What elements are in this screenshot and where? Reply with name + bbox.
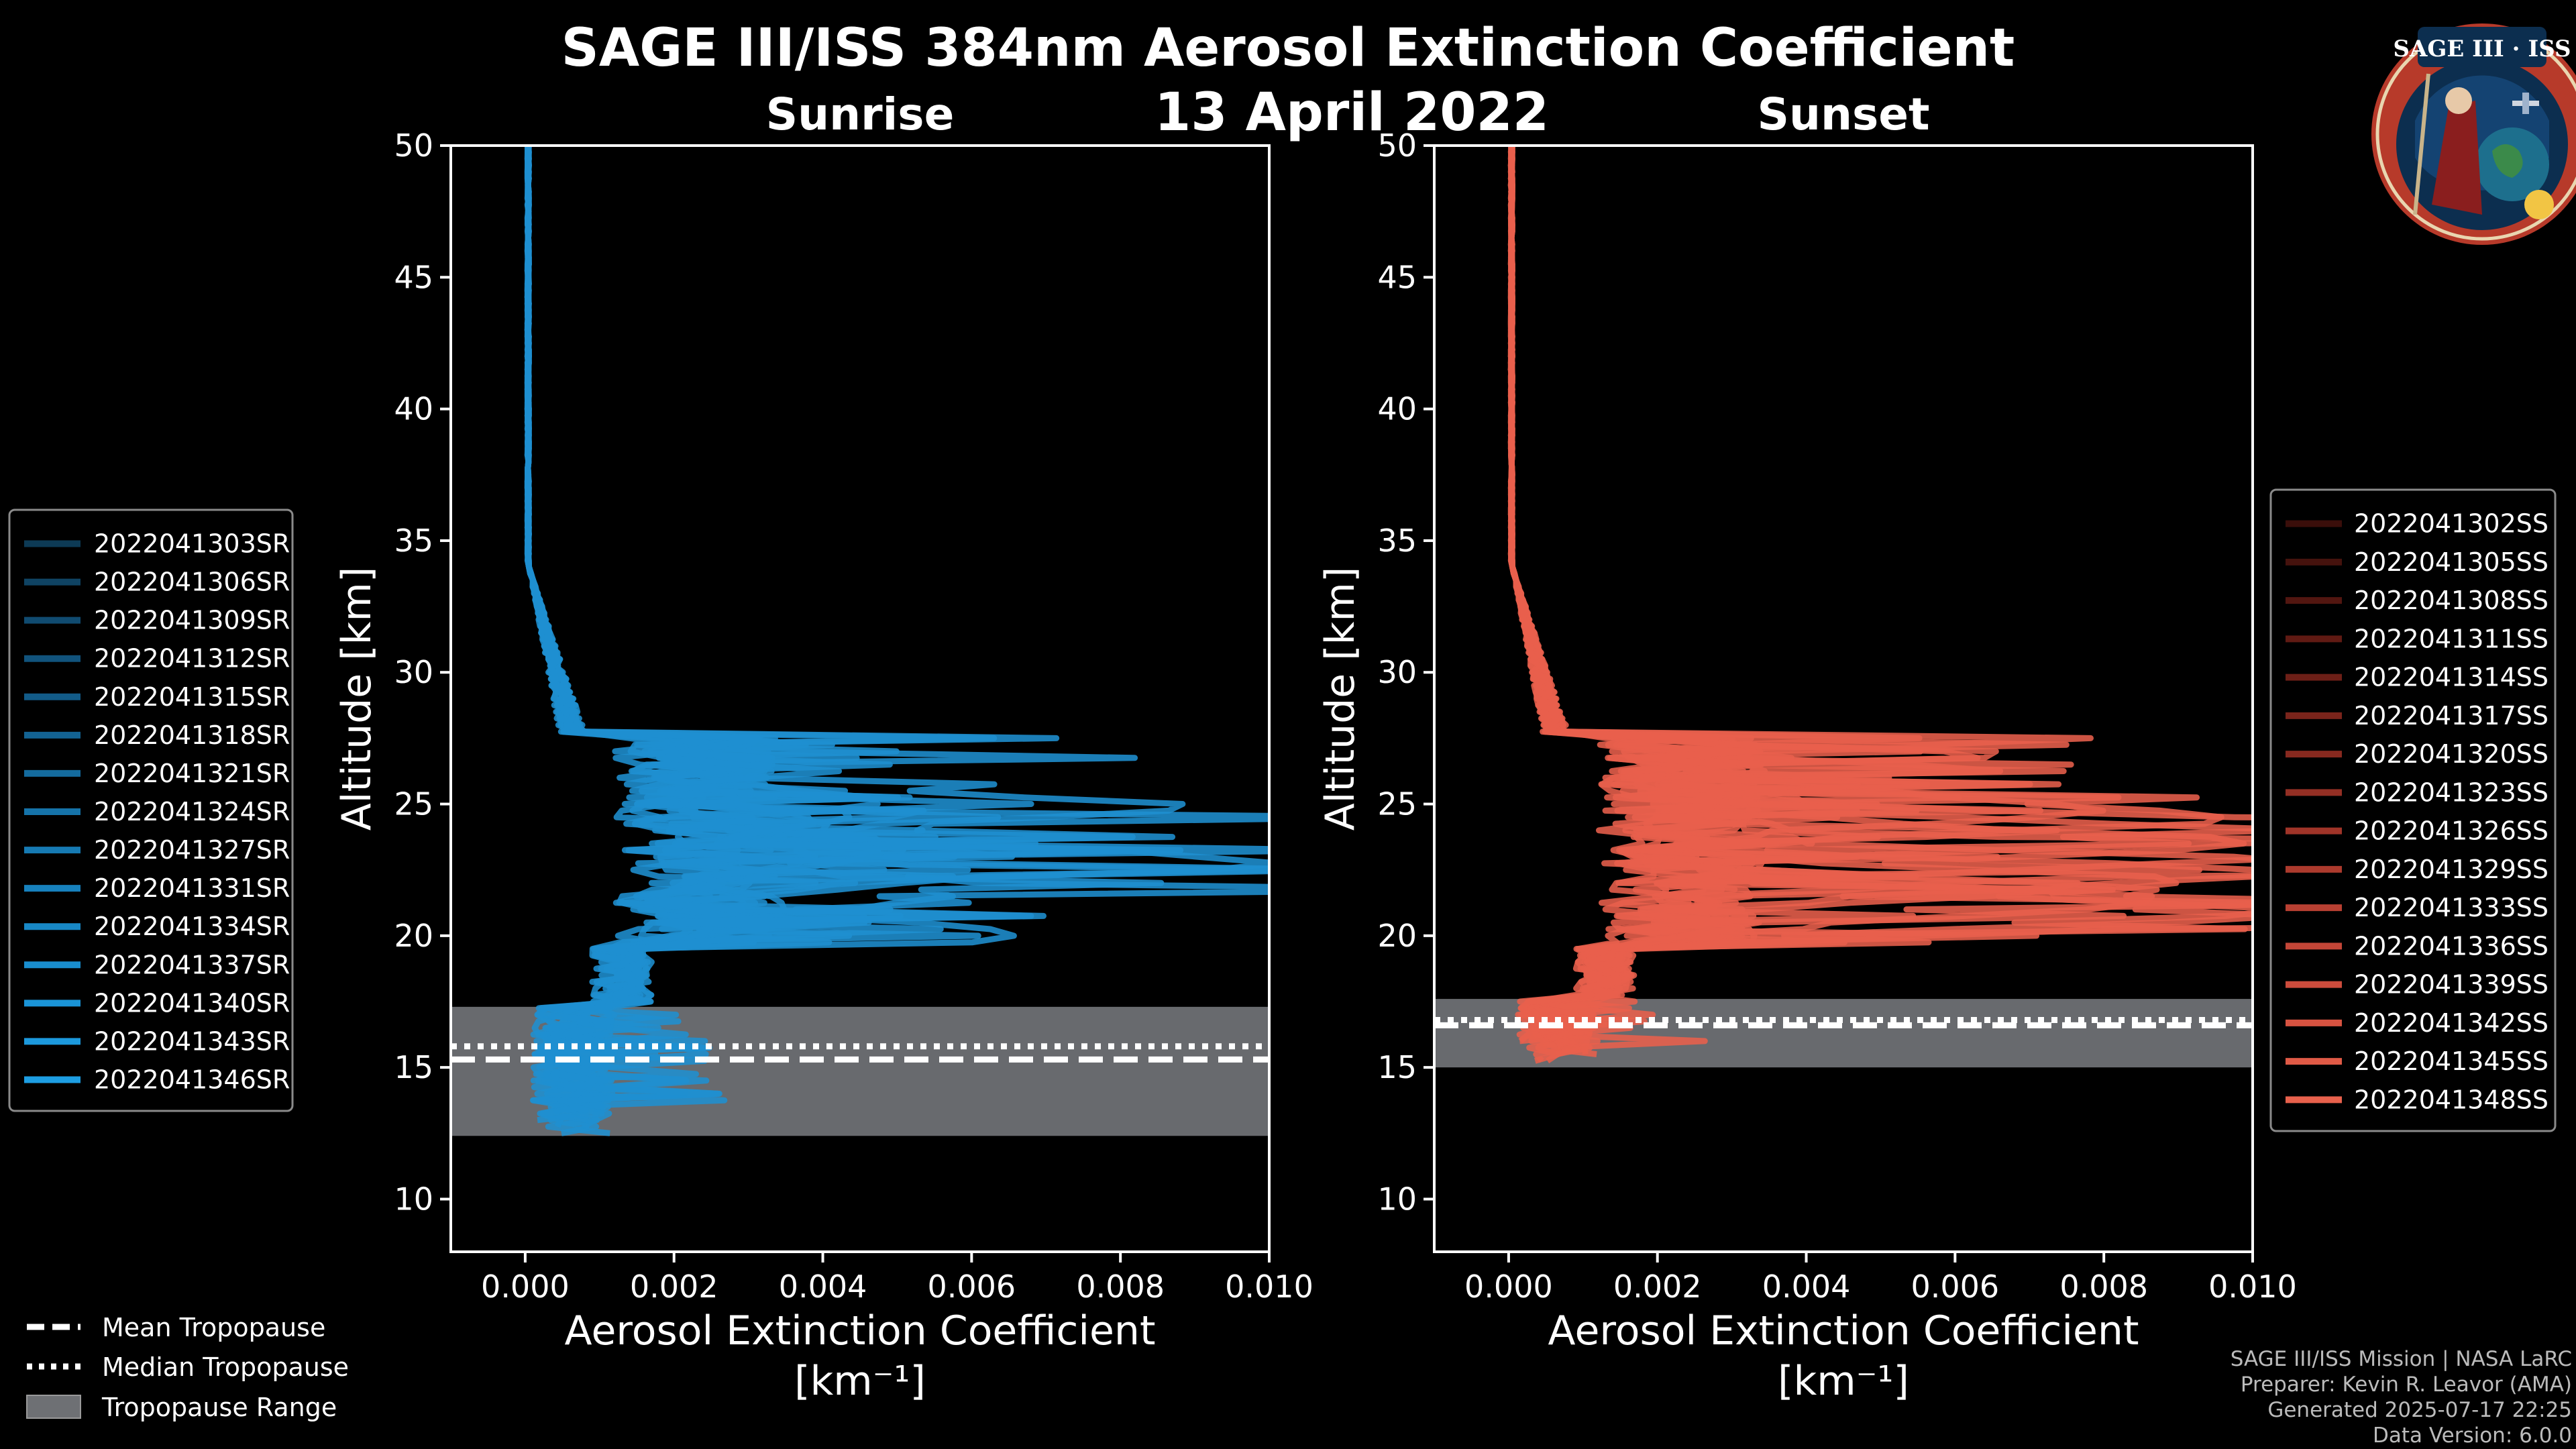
y-tick-label: 35 <box>394 523 433 559</box>
mean-tropopause-label: Mean Tropopause <box>102 1313 325 1342</box>
legend-entry: 2022041308SS <box>2354 586 2548 615</box>
y-tick-label: 20 <box>394 918 433 954</box>
logo-text: SAGE III · ISS <box>2393 36 2571 62</box>
tropopause-legend: Mean Tropopause Median Tropopause Tropop… <box>26 1313 349 1422</box>
figure-date: 13 April 2022 <box>1155 83 1549 143</box>
sun-icon <box>2524 190 2554 219</box>
x-tick-label: 0.004 <box>1762 1269 1851 1305</box>
x-tick-label: 0.010 <box>1225 1269 1313 1305</box>
x-tick-label: 0.010 <box>2208 1269 2297 1305</box>
x-tick-label: 0.008 <box>2059 1269 2148 1305</box>
legend-entry: 2022041340SR <box>94 988 290 1018</box>
x-axis-units: [km⁻¹] <box>1778 1358 1909 1405</box>
sunrise-panel: 0.000 0.002 0.004 0.006 0.008 0.010 10 15 20 25 30… <box>333 89 1313 1405</box>
credit-preparer: Preparer: Kevin R. Leavor (AMA) <box>2241 1373 2572 1397</box>
legend-entry: 2022041303SR <box>94 529 290 559</box>
y-tick-label: 25 <box>394 786 433 822</box>
legend-entry: 2022041312SR <box>94 644 290 674</box>
x-tick-label: 0.000 <box>481 1269 570 1305</box>
sunset-panel: 0.000 0.002 0.004 0.006 0.008 0.010 10 15 20 25 30… <box>1317 89 2297 1405</box>
legend-frame <box>2269 488 2557 1132</box>
tropopause-range-swatch <box>26 1395 81 1419</box>
sage-iii-iss-logo: SAGE III · ISS <box>2371 23 2576 245</box>
tropopause-range-label: Tropopause Range <box>101 1393 337 1422</box>
y-tick-label: 50 <box>1377 127 1417 164</box>
x-axis-label: Aerosol Extinction Coefficient <box>565 1307 1156 1354</box>
x-axis-label: Aerosol Extinction Coefficient <box>1548 1307 2139 1354</box>
x-tick-label: 0.006 <box>928 1269 1016 1305</box>
legend-entry: 2022041339SS <box>2354 970 2548 1000</box>
legend-entry: 2022041320SS <box>2354 739 2548 769</box>
legend-entry: 2022041327SR <box>94 835 290 865</box>
y-axis-label: Altitude [km] <box>1317 567 1364 831</box>
credit-data-version: Data Version: 6.0.0 <box>2373 1424 2572 1448</box>
y-tick-label: 45 <box>394 259 433 295</box>
axes-frame <box>449 144 1271 1253</box>
legend-entry: 2022041337SR <box>94 950 290 979</box>
staff-icon <box>2413 73 2430 215</box>
legend-entry: 2022041318SR <box>94 720 290 750</box>
profile-line-2022041346SR <box>524 146 1034 1124</box>
legend-entry: 2022041326SS <box>2354 816 2548 846</box>
x-tick-label: 0.004 <box>779 1269 867 1305</box>
y-tick-label: 10 <box>1377 1181 1417 1217</box>
legend-entry: 2022041333SS <box>2354 893 2548 922</box>
axes-frame <box>1433 144 2254 1253</box>
y-tick-label: 15 <box>1377 1049 1417 1085</box>
profile-line-2022041348SS <box>1507 146 2253 1055</box>
x-tick-label: 0.008 <box>1076 1269 1165 1305</box>
legend-entry: 2022041306SR <box>94 568 290 597</box>
legend-entry: 2022041329SS <box>2354 855 2548 884</box>
legend-entry: 2022041311SS <box>2354 624 2548 653</box>
x-axis-units: [km⁻¹] <box>794 1358 926 1405</box>
sunrise-legend: 2022041303SR 2022041306SR 2022041309SR 2022… <box>8 508 294 1112</box>
legend-entry: 2022041305SS <box>2354 547 2548 577</box>
legend-entry: 2022041346SR <box>94 1065 290 1094</box>
legend-entry: 2022041314SS <box>2354 663 2548 692</box>
x-tick-label: 0.000 <box>1464 1269 1553 1305</box>
y-tick-label: 30 <box>394 654 433 690</box>
profile-lines <box>1507 146 2253 1064</box>
x-tick-label: 0.006 <box>1911 1269 2000 1305</box>
credit-mission: SAGE III/ISS Mission | NASA LaRC <box>2231 1347 2572 1371</box>
legend-entry: 2022041302SS <box>2354 509 2548 539</box>
y-tick-label: 15 <box>394 1049 433 1085</box>
y-tick-label: 35 <box>1377 523 1417 559</box>
y-tick-label: 10 <box>394 1181 433 1217</box>
legend-entry: 2022041309SR <box>94 606 290 635</box>
figure-robe-icon <box>2432 101 2482 215</box>
legend-entry: 2022041336SS <box>2354 931 2548 961</box>
legend-entry: 2022041315SR <box>94 682 290 712</box>
legend-entry: 2022041348SS <box>2354 1085 2548 1114</box>
y-tick-label: 25 <box>1377 786 1417 822</box>
legend-entry: 2022041342SS <box>2354 1008 2548 1038</box>
legend-entry: 2022041324SR <box>94 797 290 826</box>
sunset-legend: 2022041302SS 2022041305SS 2022041308SS 2022… <box>2269 488 2557 1132</box>
y-tick-label: 20 <box>1377 918 1417 954</box>
legend-entry: 2022041331SR <box>94 873 290 903</box>
y-tick-label: 45 <box>1377 259 1417 295</box>
panel-subtitle: Sunrise <box>766 89 955 140</box>
profile-lines <box>524 146 1269 1136</box>
y-tick-label: 50 <box>394 127 433 164</box>
x-tick-label: 0.002 <box>630 1269 718 1305</box>
y-axis-label: Altitude [km] <box>333 567 380 831</box>
legend-entry: 2022041321SR <box>94 759 290 788</box>
legend-entry: 2022041317SS <box>2354 701 2548 731</box>
legend-entry: 2022041334SR <box>94 912 290 941</box>
credit-generated: Generated 2025-07-17 22:25 <box>2267 1398 2572 1422</box>
legend-entry: 2022041343SR <box>94 1026 290 1056</box>
y-tick-label: 40 <box>394 391 433 427</box>
credits: SAGE III/ISS Mission | NASA LaRC Prepare… <box>2231 1347 2572 1448</box>
x-tick-label: 0.002 <box>1613 1269 1702 1305</box>
legend-entry: 2022041323SS <box>2354 777 2548 807</box>
median-tropopause-label: Median Tropopause <box>102 1352 349 1382</box>
legend-entry: 2022041345SS <box>2354 1046 2548 1076</box>
panel-subtitle: Sunset <box>1757 89 1929 140</box>
y-tick-label: 40 <box>1377 391 1417 427</box>
figure-title: SAGE III/ISS 384nm Aerosol Extinction Co… <box>561 18 2015 78</box>
y-tick-label: 30 <box>1377 654 1417 690</box>
